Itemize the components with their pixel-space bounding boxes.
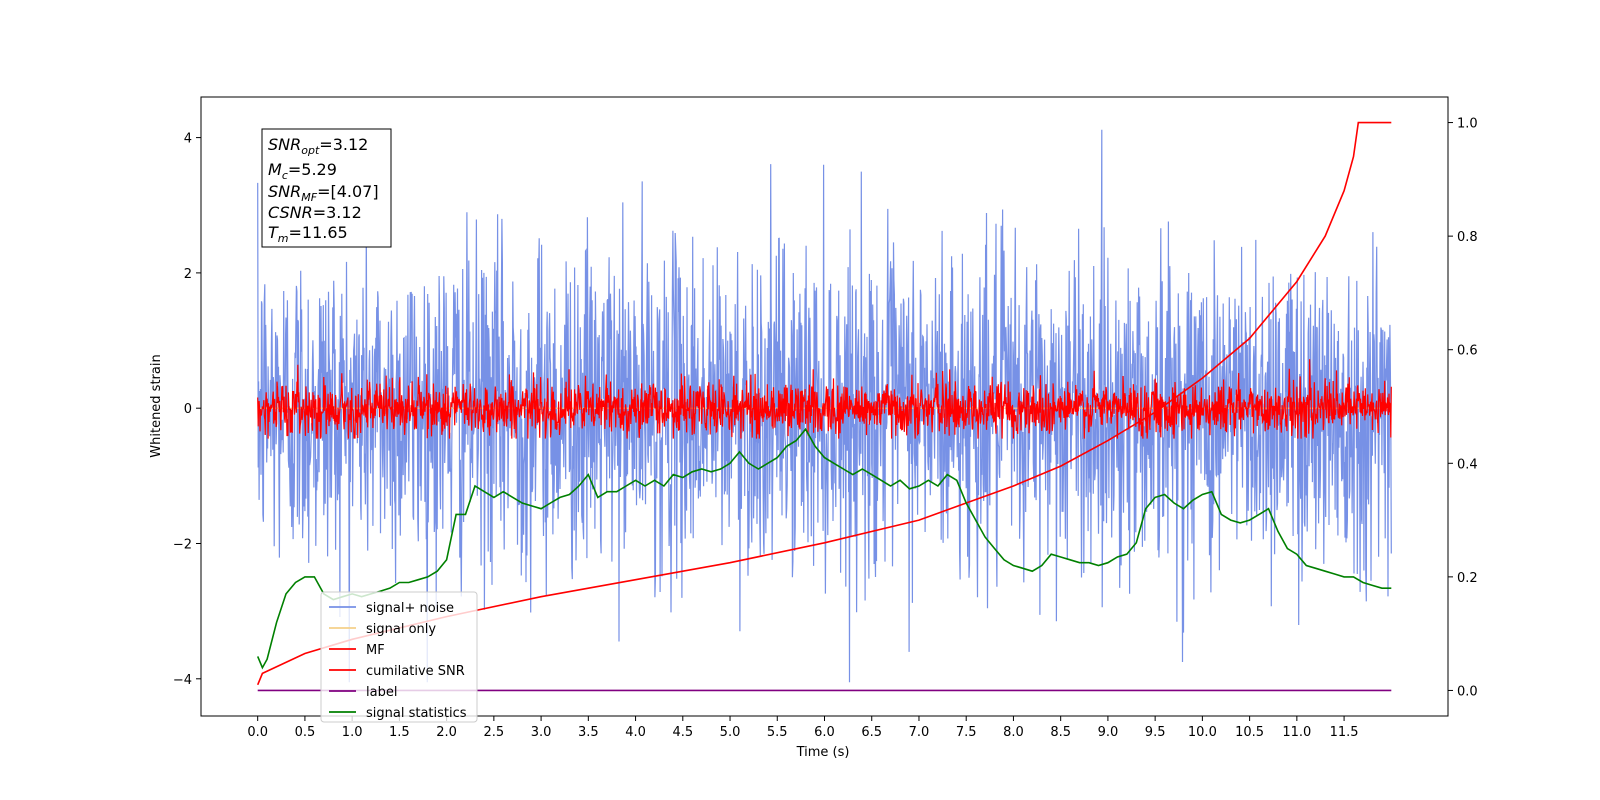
info-tm-base: T (268, 223, 279, 242)
info-snr-opt-sub: opt (301, 144, 320, 157)
x-tick-label: 9.5 (1145, 725, 1166, 740)
x-tick-label: 7.5 (956, 725, 977, 740)
y-tick-label: −4 (173, 673, 192, 688)
y-axis-label: Whitened strain (149, 354, 164, 457)
x-axis: 0.0 0.5 1.0 1.5 2.0 2.5 3.0 3.5 4.0 4.5 5.0 5.5 6.0 6… (247, 716, 1359, 740)
info-csnr-value: =3.12 (313, 203, 362, 222)
series-mf-line (257, 359, 1392, 439)
info-snr-mf-base: SNR (268, 182, 301, 201)
y2-tick-label: 0.2 (1457, 571, 1478, 586)
info-tm-sub: m (278, 232, 289, 245)
x-tick-label: 2.0 (436, 725, 457, 740)
info-mc-value: =5.29 (288, 160, 337, 179)
legend-label-mf: MF (366, 643, 385, 658)
y-tick-label: 2 (184, 267, 192, 282)
legend-frame (320, 591, 478, 723)
legend-label-signal-statistics: signal statistics (366, 706, 467, 721)
info-tm-value: =11.65 (289, 223, 348, 242)
info-mc-sub: c (282, 169, 288, 182)
info-snr-mf-sub: MF (301, 191, 317, 204)
info-tm: Tm=11.65 (268, 223, 348, 245)
x-tick-label: 1.5 (389, 725, 410, 740)
legend-label-signal-noise: signal+ noise (366, 601, 454, 616)
x-tick-label: 3.0 (531, 725, 552, 740)
x-axis-label: Time (s) (796, 745, 850, 760)
x-tick-label: 8.0 (1003, 725, 1024, 740)
y2-tick-label: 0.8 (1457, 230, 1478, 245)
info-snr-opt-value: =3.12 (319, 135, 368, 154)
x-tick-label: 5.5 (767, 725, 788, 740)
x-tick-label: 11.5 (1330, 725, 1359, 740)
legend-label-label: label (366, 685, 397, 700)
x-tick-label: 2.5 (484, 725, 505, 740)
legend-label-signal-only: signal only (366, 622, 436, 637)
info-snr-mf: SNRMF=[4.07] (268, 182, 379, 204)
series-signal-noise-line (257, 129, 1392, 683)
x-tick-label: 5.0 (720, 725, 741, 740)
info-snr-mf-value: =[4.07] (317, 182, 379, 201)
info-mc-base: M (268, 160, 282, 179)
x-tick-label: 4.0 (625, 725, 646, 740)
info-box: SNRopt=3.12 Mc=5.29 SNRMF=[4.07] CSNR=3.… (261, 128, 392, 248)
legend: signal+ noise signal only MF cumilative SNR… (320, 591, 478, 723)
info-snr-opt: SNRopt=3.12 (268, 135, 368, 157)
y-tick-label: 0 (184, 402, 192, 417)
y2-tick-label: 0.0 (1457, 684, 1478, 699)
y2-axis-right: 0.0 0.2 0.4 0.6 0.8 1.0 (1448, 117, 1478, 699)
x-tick-label: 0.0 (247, 725, 268, 740)
x-tick-label: 10.5 (1235, 725, 1264, 740)
y2-tick-label: 1.0 (1457, 117, 1478, 132)
info-csnr: CSNR=3.12 (268, 203, 362, 222)
series-signal-statistics-line (256, 427, 1392, 670)
y-tick-label: −2 (173, 537, 192, 552)
x-tick-label: 4.5 (672, 725, 693, 740)
y2-tick-label: 0.6 (1457, 344, 1478, 359)
x-tick-label: 0.5 (295, 725, 316, 740)
x-tick-label: 3.5 (578, 725, 599, 740)
info-csnr-base: CSNR (268, 203, 313, 222)
x-tick-label: 8.5 (1050, 725, 1071, 740)
x-tick-label: 9.0 (1098, 725, 1119, 740)
y-tick-label: 4 (184, 132, 192, 147)
x-tick-label: 7.0 (909, 725, 930, 740)
info-box-frame (261, 128, 392, 248)
legend-label-cumilative-snr: cumilative SNR (366, 664, 465, 679)
y2-tick-label: 0.4 (1457, 457, 1478, 472)
x-tick-label: 11.0 (1282, 725, 1311, 740)
x-tick-label: 6.5 (861, 725, 882, 740)
x-tick-label: 10.0 (1188, 725, 1217, 740)
x-tick-label: 1.0 (342, 725, 363, 740)
x-tick-label: 6.0 (814, 725, 835, 740)
info-snr-opt-base: SNR (268, 135, 301, 154)
info-mc: Mc=5.29 (268, 160, 337, 182)
y-axis: −4 −2 0 2 4 (173, 132, 201, 688)
